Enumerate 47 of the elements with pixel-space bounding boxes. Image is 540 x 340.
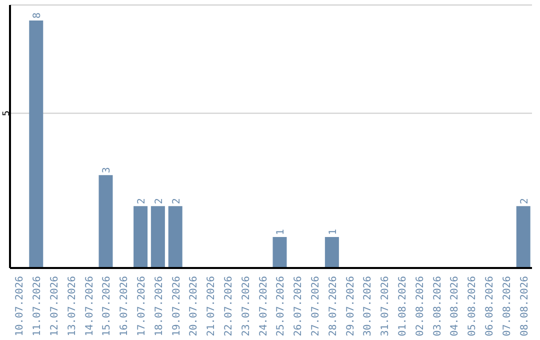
- data-label: 2: [519, 198, 530, 204]
- data-label: 3: [102, 167, 113, 174]
- x-tick-label: 24.07.2026: [258, 276, 270, 336]
- x-tick-label: 21.07.2026: [206, 276, 218, 336]
- bar: [98, 175, 113, 268]
- x-tick-label: 03.08.2026: [432, 276, 444, 336]
- x-tick-label: 31.07.2026: [380, 276, 392, 336]
- x-tick-label: 19.07.2026: [171, 276, 182, 336]
- x-tick-label: 29.07.2026: [345, 276, 356, 336]
- data-label: 1: [276, 229, 287, 236]
- x-tick-label: 30.07.2026: [362, 276, 374, 336]
- data-label: 2: [136, 198, 148, 204]
- x-tick-label: 27.07.2026: [310, 276, 322, 336]
- bar: [150, 206, 165, 268]
- x-tick-label: 08.08.2026: [519, 276, 530, 336]
- x-tick-label: 12.07.2026: [50, 276, 60, 336]
- bar: [29, 20, 44, 268]
- x-tick-label: 04.08.2026: [450, 276, 461, 336]
- data-label: 1: [328, 229, 339, 236]
- x-tick-label: 16.07.2026: [119, 276, 130, 336]
- x-tick-label: 05.08.2026: [467, 276, 478, 336]
- x-tick-label: 28.07.2026: [328, 276, 339, 336]
- x-tick-label: 13.07.2026: [66, 276, 78, 336]
- x-tick-label: 10.07.2026: [14, 276, 26, 336]
- x-tick-label: 15.07.2026: [102, 276, 113, 336]
- x-tick-label: 02.08.2026: [414, 276, 426, 336]
- data-label: 2: [171, 198, 182, 204]
- x-tick-label: 11.07.2026: [32, 276, 44, 336]
- bar: [168, 206, 182, 268]
- x-tick-label: 01.08.2026: [398, 276, 408, 336]
- x-tick-label: 25.07.2026: [276, 276, 287, 336]
- x-tick-label: 14.07.2026: [84, 276, 96, 336]
- x-tick-label: 07.08.2026: [502, 276, 513, 336]
- x-tick-label: 18.07.2026: [154, 276, 165, 336]
- x-tick-label: 20.07.2026: [188, 276, 200, 336]
- x-tick-label: 06.08.2026: [484, 276, 496, 336]
- bar: [272, 237, 287, 268]
- bar: [324, 237, 339, 268]
- bar: [134, 206, 148, 268]
- data-label: 8: [32, 12, 44, 18]
- x-tick-label: 23.07.2026: [240, 276, 252, 336]
- x-tick-label: 17.07.2026: [136, 276, 148, 336]
- bar: [516, 206, 530, 268]
- y-tick-label: 5: [2, 110, 12, 116]
- data-label: 2: [154, 198, 165, 204]
- x-tick-label: 26.07.2026: [293, 276, 304, 336]
- x-tick-label: 22.07.2026: [224, 276, 234, 336]
